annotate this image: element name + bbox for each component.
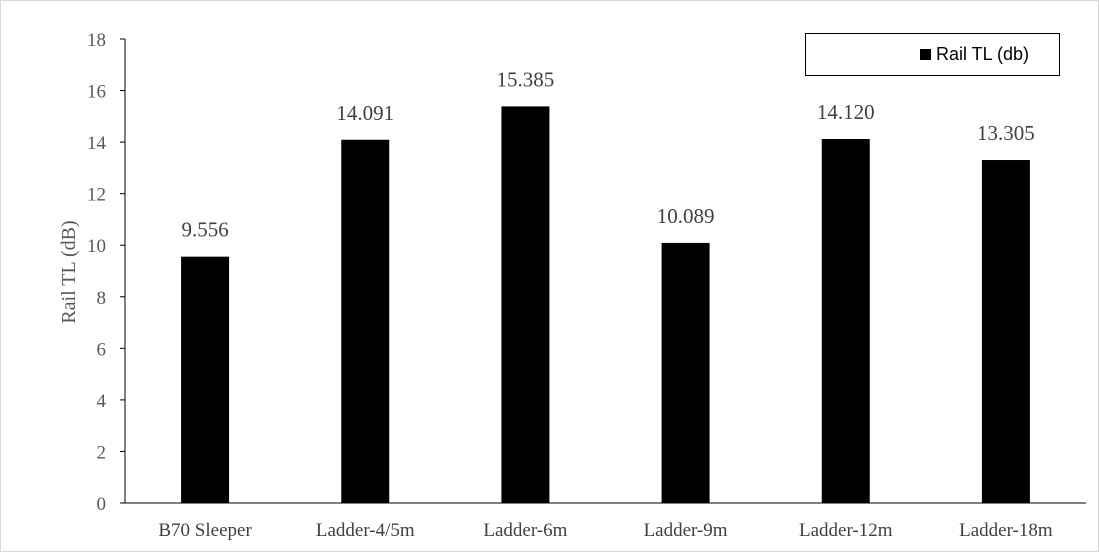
y-tick-label: 18 bbox=[87, 30, 106, 51]
y-tick-label: 6 bbox=[97, 339, 107, 360]
data-label: 9.556 bbox=[181, 218, 228, 242]
x-axis-ticks: B70 Sleeper Ladder-4/5m Ladder-6m Ladder-9m… bbox=[158, 520, 1053, 541]
legend: Rail TL (db) bbox=[805, 33, 1060, 76]
data-label: 10.089 bbox=[657, 204, 715, 228]
y-axis-ticks: 0 2 4 6 8 10 12 14 16 18 bbox=[87, 30, 125, 515]
data-label: 14.091 bbox=[336, 101, 394, 125]
x-tick-label: B70 Sleeper bbox=[158, 520, 252, 541]
legend-label: Rail TL (db) bbox=[935, 44, 1029, 64]
data-labels: 9.556 14.091 15.385 10.089 14.120 13.305 bbox=[181, 67, 1034, 241]
x-tick-label: Ladder-12m bbox=[799, 520, 893, 541]
bar bbox=[981, 160, 1030, 503]
bars bbox=[181, 106, 1030, 504]
y-tick-label: 12 bbox=[87, 185, 106, 206]
y-axis-title: Rail TL (dB) bbox=[58, 220, 80, 323]
x-tick-label: Ladder-4/5m bbox=[316, 520, 415, 541]
y-tick-label: 16 bbox=[87, 82, 106, 103]
bar bbox=[501, 106, 550, 504]
y-tick-label: 8 bbox=[97, 288, 107, 309]
data-label: 15.385 bbox=[497, 67, 555, 91]
data-label: 13.305 bbox=[977, 121, 1035, 145]
bar bbox=[661, 242, 710, 504]
bar bbox=[341, 139, 390, 504]
x-tick-label: Ladder-9m bbox=[644, 520, 728, 541]
y-tick-label: 2 bbox=[97, 442, 107, 463]
y-tick-label: 10 bbox=[87, 236, 106, 257]
y-tick-label: 14 bbox=[87, 133, 107, 154]
x-tick-label: Ladder-18m bbox=[959, 520, 1053, 541]
legend-swatch bbox=[919, 49, 931, 60]
bar bbox=[181, 256, 230, 503]
x-tick-label: Ladder-6m bbox=[483, 520, 567, 541]
bar bbox=[821, 139, 870, 504]
y-tick-label: 4 bbox=[97, 391, 107, 412]
data-label: 14.120 bbox=[817, 100, 875, 124]
y-tick-label: 0 bbox=[97, 494, 107, 515]
